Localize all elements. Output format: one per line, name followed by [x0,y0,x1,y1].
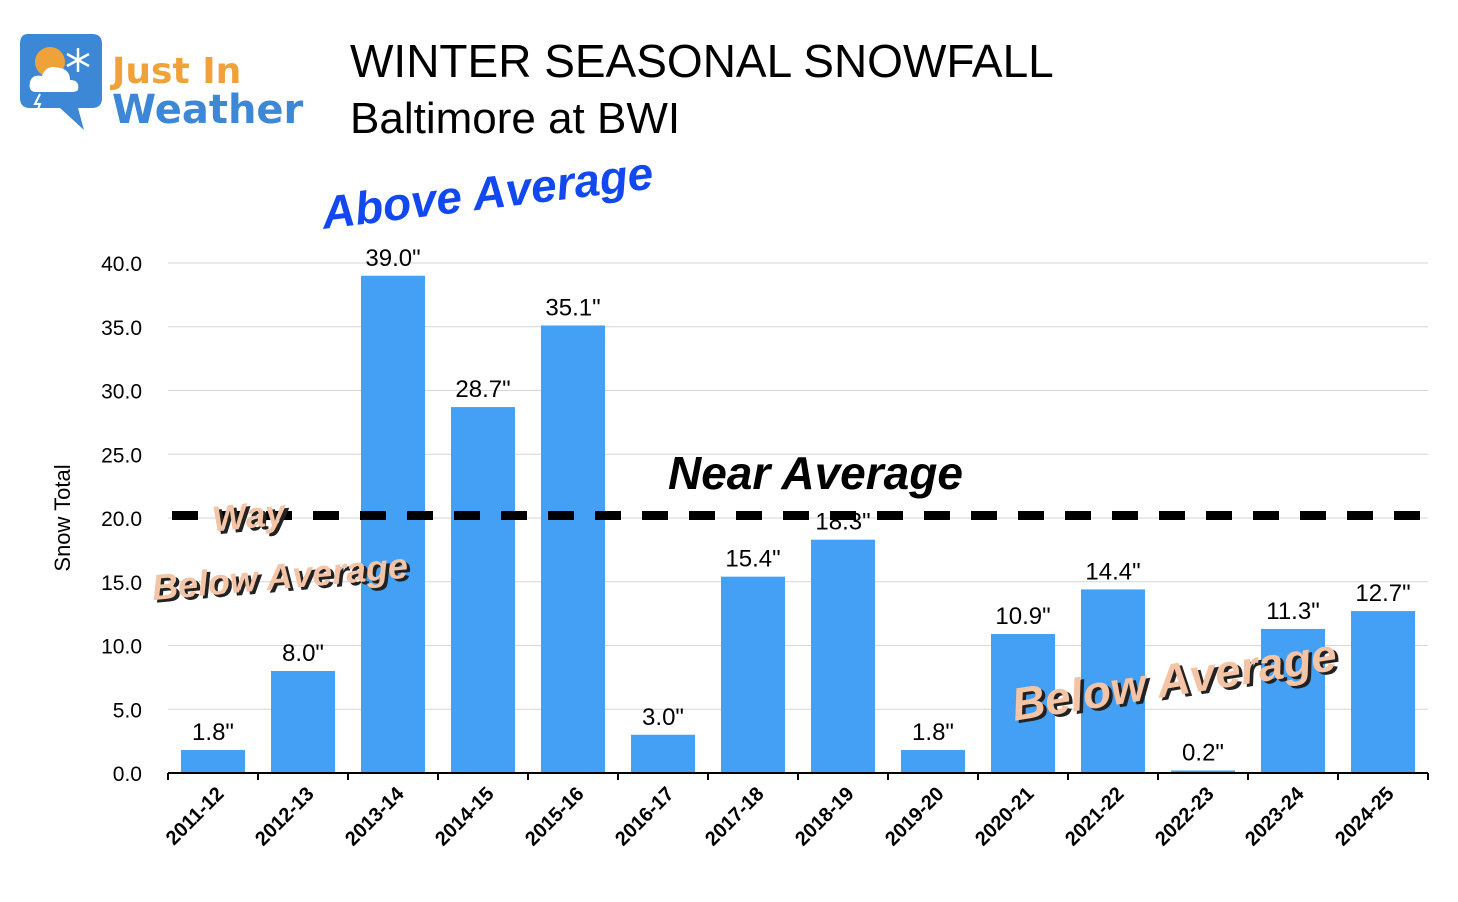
bar [271,671,335,773]
x-tick-label: 2018-19 [791,783,858,850]
bar [811,539,875,773]
bar [1351,611,1415,773]
y-tick-label: 5.0 [113,699,142,722]
bar [541,325,605,773]
x-tick-label: 2023-24 [1241,782,1309,850]
data-label: 15.4" [725,546,780,573]
data-label: 0.2" [1182,739,1224,766]
data-label: 8.0" [282,640,324,667]
bar [631,734,695,773]
data-label: 12.7" [1355,580,1410,607]
y-tick-label: 20.0 [101,508,142,531]
y-tick-label: 10.0 [101,636,142,659]
bar [1081,589,1145,773]
chart-title: WINTER SEASONAL SNOWFALL [350,35,1054,87]
x-tick-label: 2015-16 [521,783,588,850]
data-label: 1.8" [192,719,234,746]
annotation-way: Way [210,491,288,540]
bar [451,407,515,773]
chart-subtitle: Baltimore at BWI [350,94,681,143]
annotation-near-average: Near Average [668,447,963,499]
x-tick-label: 2019-20 [881,783,948,850]
x-tick-label: 2011-12 [162,783,229,850]
data-label: 1.8" [912,719,954,746]
y-tick-label: 0.0 [113,763,142,786]
data-label: 11.3" [1266,598,1319,625]
x-tick-label: 2016-17 [611,783,678,850]
weather-logo-icon [20,34,102,130]
data-label: 14.4" [1085,558,1140,585]
y-tick-label: 35.0 [101,317,142,340]
y-tick-label: 30.0 [101,381,142,404]
just-in-weather-logo: Just In Weather [20,34,320,134]
bar [901,750,965,773]
x-tick-label: 2014-15 [431,783,498,850]
x-tick-label: 2012-13 [251,783,318,850]
x-tick-label: 2024-25 [1331,783,1398,850]
bar [1171,770,1235,773]
y-axis-label: Snow Total [50,464,75,571]
data-label: 3.0" [642,704,684,731]
bar [361,275,425,773]
x-tick-label: 2020-21 [971,783,1038,850]
y-tick-label: 25.0 [101,444,142,467]
x-tick-label: 2021-22 [1061,783,1128,850]
y-tick-label: 40.0 [101,253,142,276]
data-label: 10.9" [995,603,1050,630]
data-label: 35.1" [545,294,600,321]
data-label: 39.0" [365,245,420,272]
x-tick-label: 2017-18 [701,783,768,850]
x-tick-label: 2013-14 [341,782,409,850]
bar [721,576,785,773]
bar [1261,628,1325,773]
y-tick-label: 15.0 [101,572,142,595]
logo-text-weather: Weather [112,87,304,133]
bar [181,750,245,773]
logo-text-just-in: Just In [112,51,242,92]
x-tick-label: 2022-23 [1151,783,1218,850]
bar [991,634,1055,773]
data-label: 28.7" [455,376,510,403]
